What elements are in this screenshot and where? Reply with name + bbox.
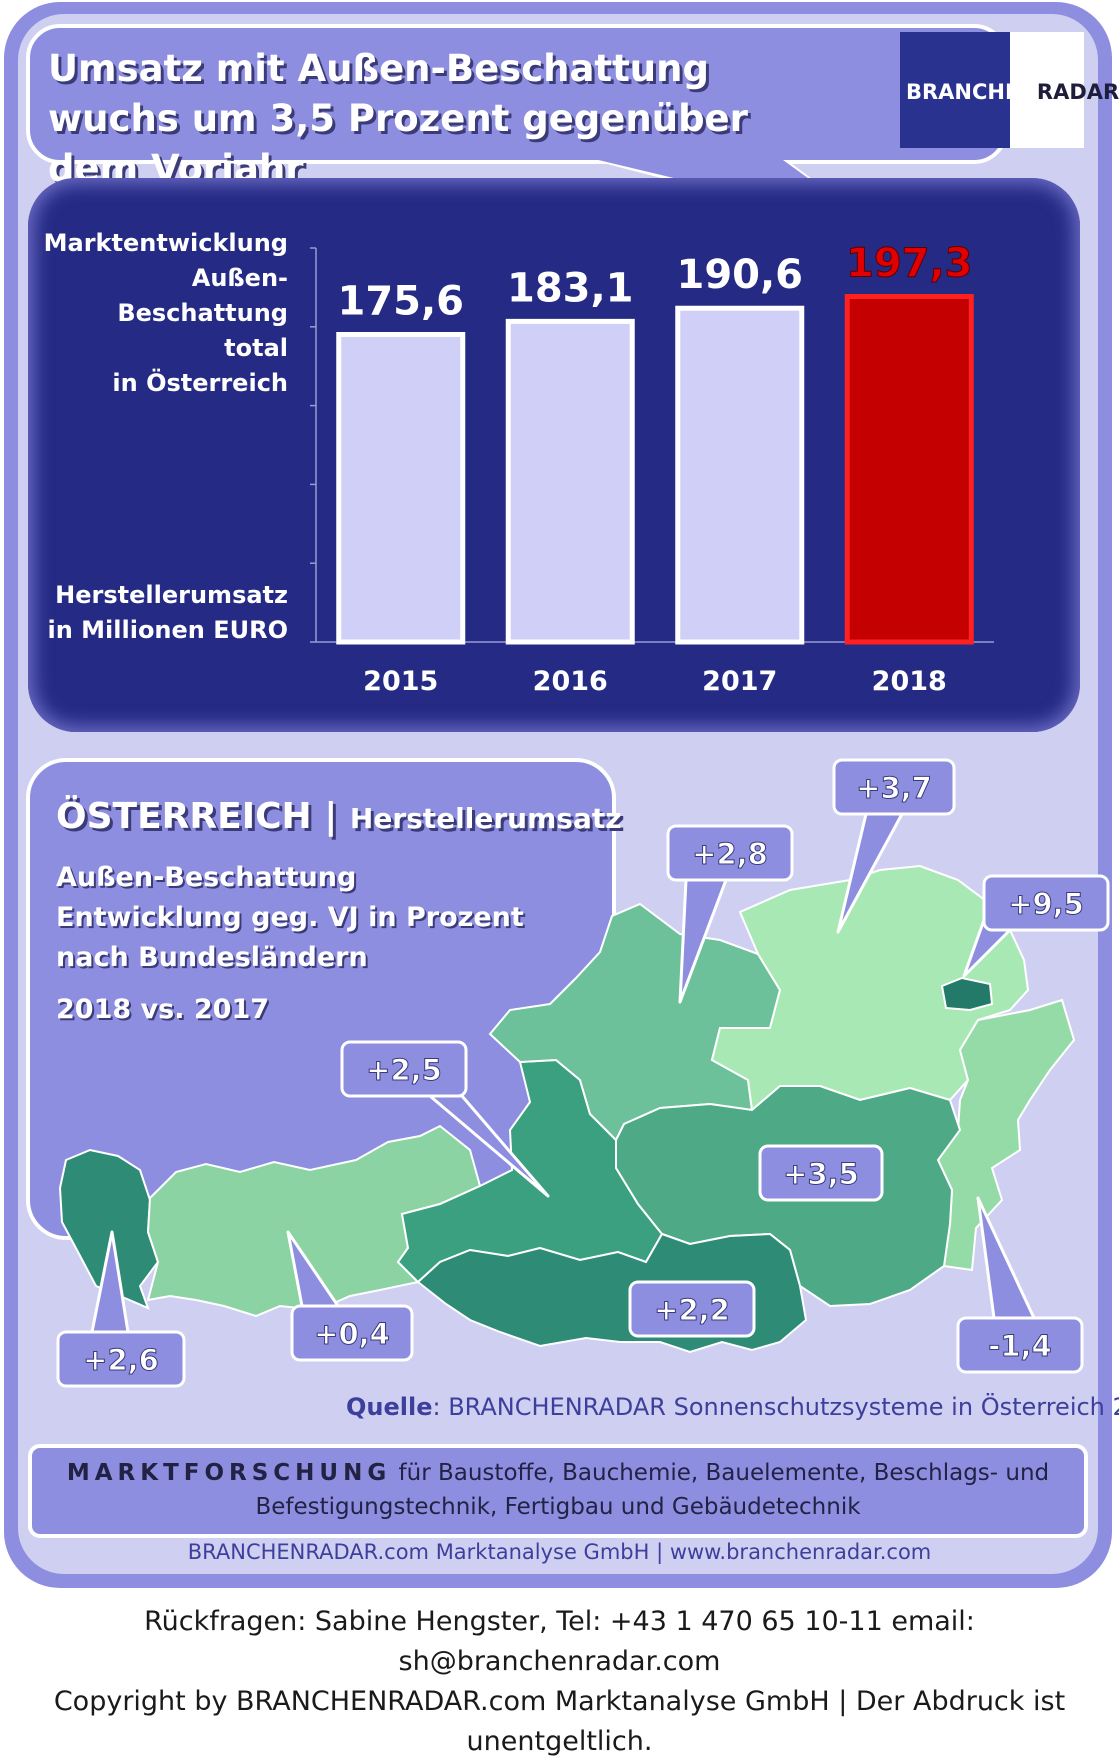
callout-label: +9,5 xyxy=(1008,887,1084,921)
callout-label: +3,5 xyxy=(783,1157,859,1191)
callout-label: -1,4 xyxy=(988,1329,1051,1363)
callout-label: +0,4 xyxy=(314,1317,390,1351)
source-text: : BRANCHENRADAR Sonnenschutzsysteme in Ö… xyxy=(433,1393,1119,1421)
source-note: Quelle: BRANCHENRADAR Sonnenschutzsystem… xyxy=(346,1393,1119,1421)
callout-label: +2,5 xyxy=(366,1053,442,1087)
region-callout: +2,2 xyxy=(630,1282,754,1336)
callout-label: +3,7 xyxy=(856,771,932,805)
footer-box: MARKTFORSCHUNG für Baustoffe, Bauchemie,… xyxy=(28,1444,1088,1538)
footer-mf: MARKTFORSCHUNG xyxy=(67,1460,391,1486)
austria-map: +2,6 +0,4 +2,5 +2,8 +3,7 +9,5 +3,5 +2,2 -1,4 xyxy=(0,0,1119,1400)
footer-line-1: MARKTFORSCHUNG für Baustoffe, Bauchemie,… xyxy=(32,1456,1084,1490)
source-label: Quelle xyxy=(346,1393,433,1421)
callout-tail xyxy=(978,1198,1034,1318)
callout-label: +2,8 xyxy=(692,837,768,871)
region-wien xyxy=(942,978,992,1010)
footer-line-2: Befestigungstechnik, Fertigbau und Gebäu… xyxy=(32,1490,1084,1524)
contact-line: Rückfragen: Sabine Hengster, Tel: +43 1 … xyxy=(0,1602,1119,1682)
bottom-lines: Rückfragen: Sabine Hengster, Tel: +43 1 … xyxy=(0,1602,1119,1762)
footer-text: MARKTFORSCHUNG für Baustoffe, Bauchemie,… xyxy=(32,1448,1084,1524)
copyright-line: Copyright by BRANCHENRADAR.com Marktanal… xyxy=(0,1682,1119,1762)
region-callout: +3,5 xyxy=(760,1146,882,1200)
footer-line1-text: für Baustoffe, Bauchemie, Bauelemente, B… xyxy=(391,1460,1049,1486)
callout-label: +2,6 xyxy=(83,1343,159,1377)
callout-label: +2,2 xyxy=(654,1293,730,1327)
company-line: BRANCHENRADAR.com Marktanalyse GmbH | ww… xyxy=(0,1540,1119,1564)
